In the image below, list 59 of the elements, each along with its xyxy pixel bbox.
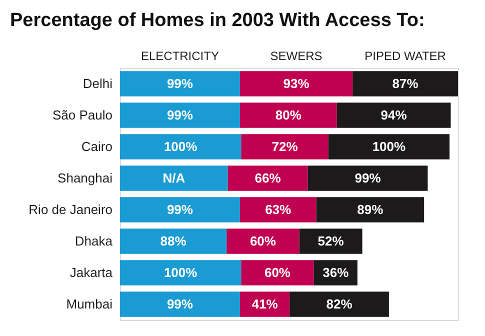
bar <box>120 292 240 317</box>
bar <box>308 166 428 191</box>
y-tick-label: Cairo <box>81 138 112 154</box>
y-tick-label: Rio de Janeiro <box>28 202 112 217</box>
bar <box>228 166 308 191</box>
data-label: 36% <box>322 264 350 280</box>
data-label: 88% <box>160 233 187 248</box>
data-label: 60% <box>250 233 276 248</box>
bar <box>328 134 450 160</box>
data-label: 100% <box>164 138 198 154</box>
data-label: 82% <box>326 296 353 312</box>
data-label: 60% <box>264 264 291 280</box>
data-label: 63% <box>265 202 292 217</box>
y-tick-label: Mumbai <box>66 296 113 312</box>
data-label: 100% <box>164 264 198 280</box>
data-label: 94% <box>380 107 408 122</box>
data-label: 99% <box>166 107 194 122</box>
data-label: N/A <box>162 170 186 186</box>
bar <box>290 292 389 317</box>
bar <box>120 260 242 286</box>
bar <box>299 228 362 254</box>
bar <box>241 134 328 160</box>
y-tick-label: São Paulo <box>52 107 112 122</box>
data-label: 52% <box>318 233 344 248</box>
bar <box>336 102 451 128</box>
series-label: SEWERS <box>270 49 322 63</box>
bar <box>352 71 458 96</box>
y-tick-label: Jakarta <box>70 264 114 280</box>
data-label: 100% <box>372 138 406 154</box>
data-label: 87% <box>392 76 419 91</box>
chart-title: Percentage of Homes in 2003 With Access To: <box>10 10 425 31</box>
data-label: 99% <box>166 202 194 217</box>
data-label: 41% <box>252 296 278 312</box>
bar <box>240 102 337 128</box>
y-tick-label: Dhaka <box>74 233 114 248</box>
data-label: 66% <box>254 170 282 186</box>
bar <box>240 292 290 317</box>
data-label: 80% <box>275 107 302 122</box>
bar <box>120 197 240 222</box>
data-label: 89% <box>357 202 384 217</box>
data-label: 99% <box>166 296 194 312</box>
y-tick-label: Shanghai <box>58 170 113 186</box>
bar <box>241 260 314 286</box>
data-label: 72% <box>272 138 298 154</box>
bar <box>226 228 300 254</box>
bar <box>240 197 316 222</box>
bar <box>120 102 240 128</box>
bar <box>120 166 228 191</box>
series-label: ELECTRICITY <box>140 49 219 63</box>
bar <box>240 71 353 96</box>
bar <box>120 228 227 254</box>
bar <box>316 197 424 222</box>
y-tick-label: Delhi <box>82 76 113 91</box>
bar <box>120 71 240 96</box>
data-label: 99% <box>166 76 194 91</box>
bar <box>120 134 242 160</box>
data-label: 93% <box>283 76 310 91</box>
series-label: PIPED WATER <box>364 49 446 63</box>
data-label: 99% <box>354 170 382 186</box>
